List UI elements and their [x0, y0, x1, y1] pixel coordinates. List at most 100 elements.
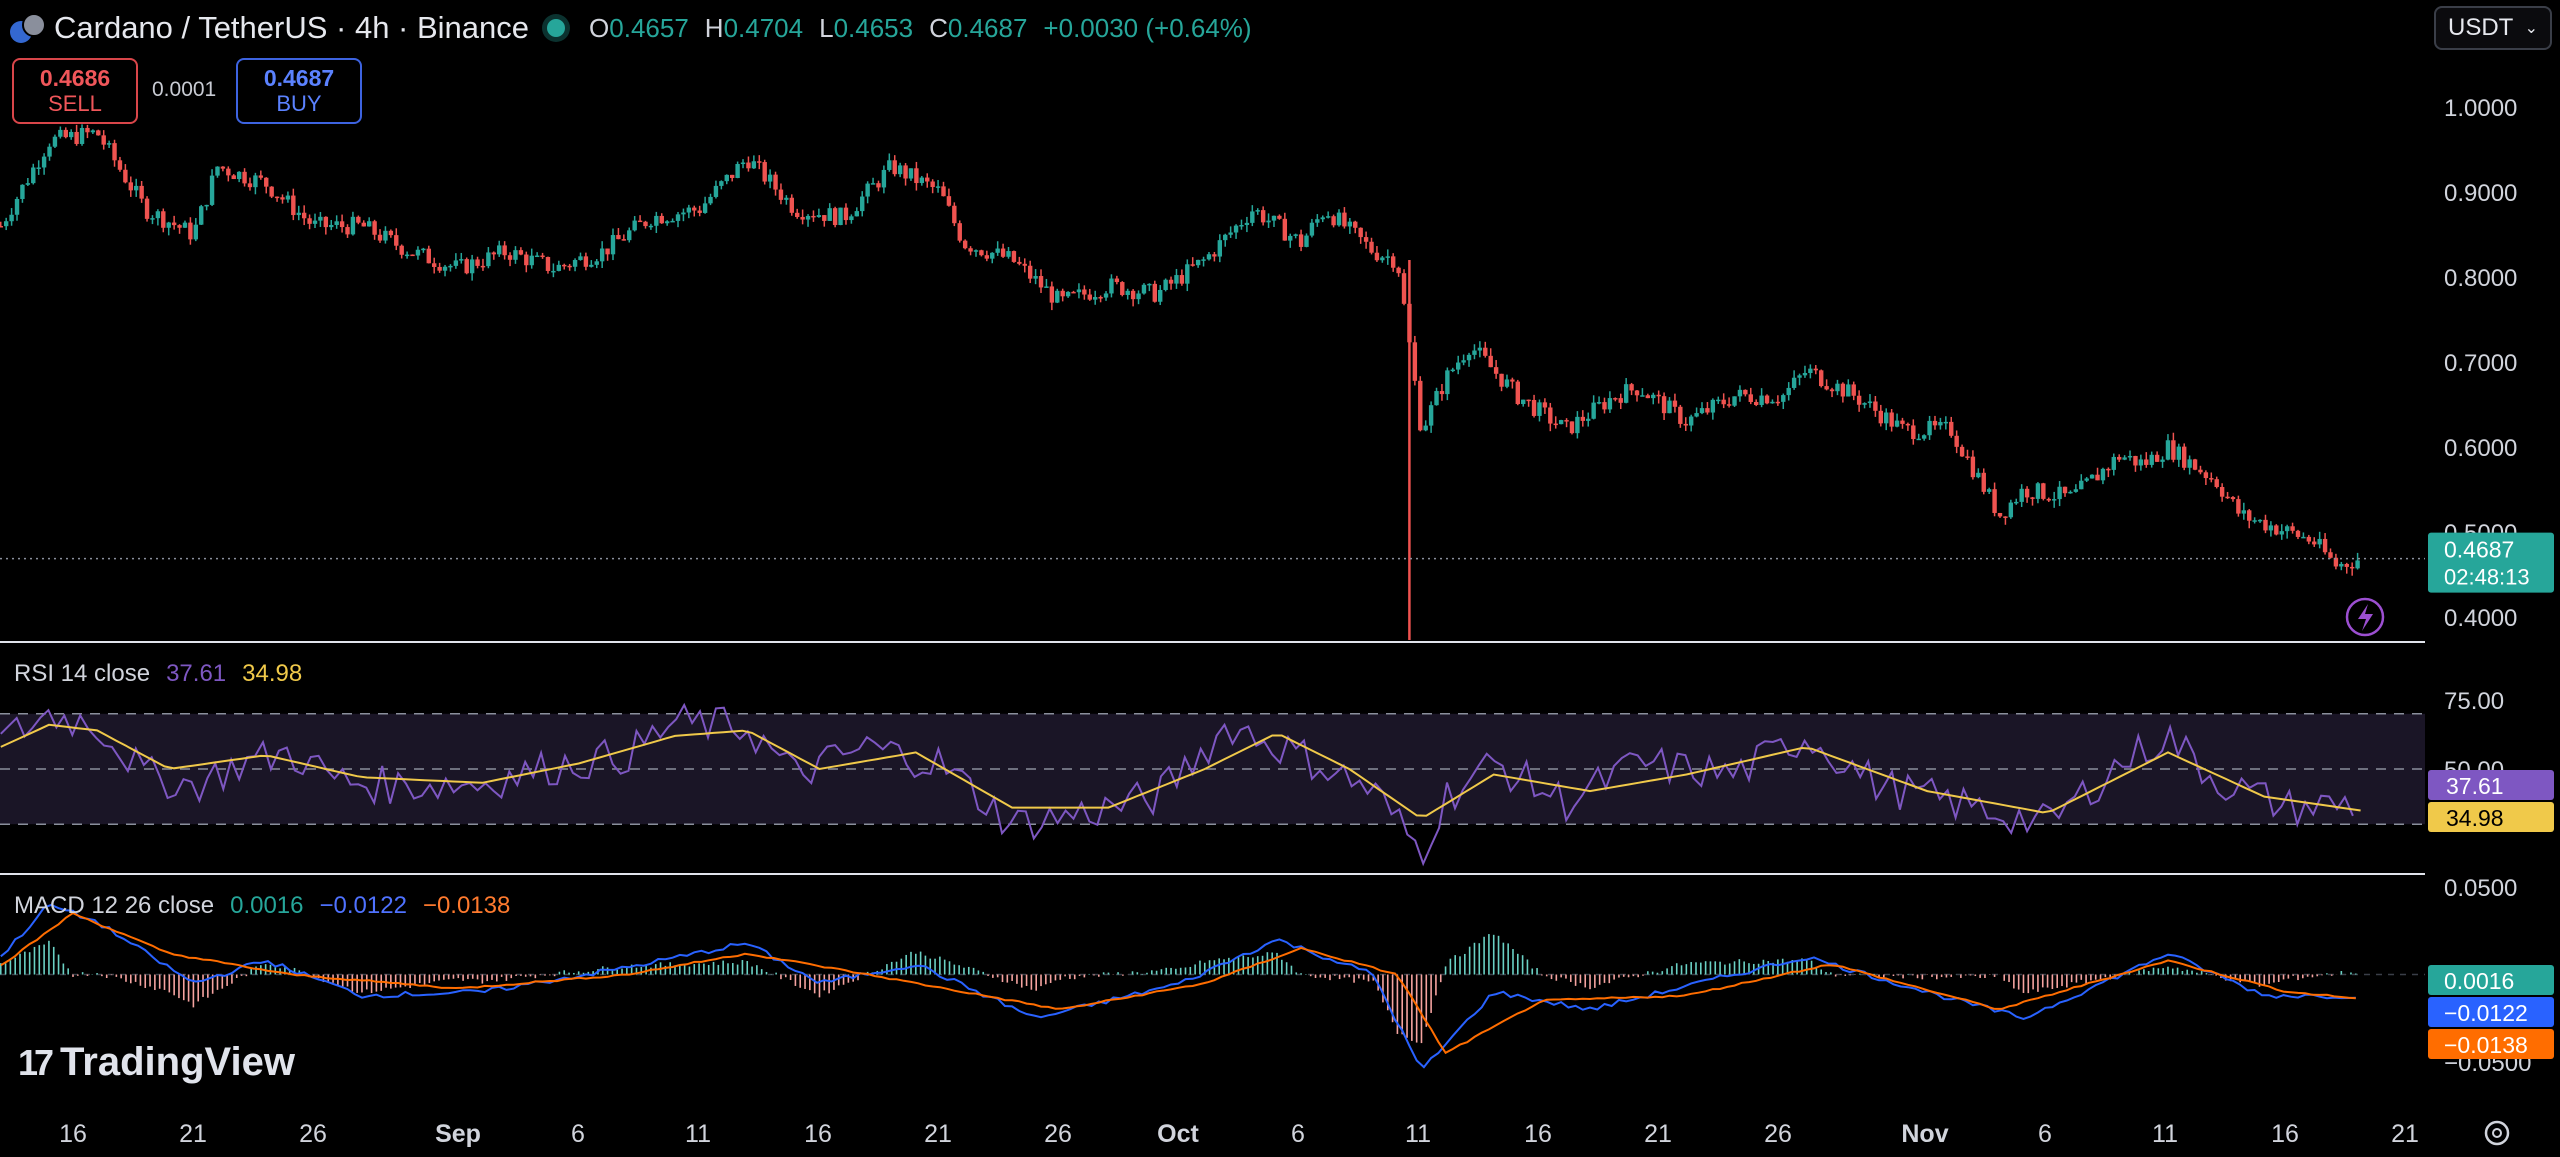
candle-body [1396, 267, 1401, 274]
candle-body [1223, 234, 1228, 241]
candle-body [2116, 456, 2122, 460]
candle-body [1900, 420, 1905, 424]
candle-body [1130, 290, 1136, 300]
candle-body [578, 256, 583, 260]
candle-body [1878, 410, 1884, 424]
candle-body [1829, 389, 1835, 392]
candle-body [2187, 459, 2192, 468]
candle-body [524, 254, 529, 266]
candle-body [1087, 294, 1092, 300]
price-tick-label: 0.6000 [2444, 435, 2517, 462]
candle-body [681, 212, 686, 215]
candle-body [372, 221, 377, 235]
candle-body [253, 175, 258, 188]
candle-body [1114, 278, 1120, 283]
candle-body [2274, 525, 2279, 535]
time-tick-label: Nov [1901, 1120, 1948, 1148]
candle-body [1152, 283, 1157, 302]
macd-value-tag [2428, 997, 2554, 1027]
candle-body [161, 211, 166, 228]
candle-body [1791, 377, 1797, 388]
candle-body [1856, 395, 1862, 405]
candle-body [220, 166, 226, 169]
candle-body [285, 195, 291, 200]
candle-body [329, 224, 334, 228]
symbol-title[interactable]: Cardano / TetherUS · 4h · Binance [54, 10, 530, 45]
candle-body [1737, 389, 1743, 397]
price-tick-label: 0.9000 [2444, 180, 2517, 207]
candle-body [1147, 283, 1152, 286]
candle-body [2014, 501, 2019, 504]
candle-body [1011, 251, 1017, 262]
candle-body [540, 255, 545, 258]
candle-body [1656, 394, 1661, 397]
candle-body [605, 248, 610, 255]
candle-body [2257, 519, 2263, 522]
candle-body [990, 252, 995, 259]
candle-body [979, 250, 984, 256]
candle-body [1260, 210, 1266, 223]
candle-body [1250, 211, 1255, 223]
time-tick-label: 26 [1764, 1120, 1792, 1148]
candle-body [2333, 557, 2339, 567]
candle-body [1185, 264, 1190, 284]
candle-body [1781, 395, 1786, 402]
candle-body [1456, 362, 1461, 370]
candle-body [800, 216, 805, 220]
time-tick-label: 6 [1291, 1120, 1305, 1148]
candle-body [968, 248, 973, 252]
candle-body [1027, 265, 1033, 279]
candle-body [2003, 516, 2008, 518]
candle-body [1195, 259, 1201, 266]
candle-body [697, 210, 702, 213]
candle-body [1808, 368, 1813, 374]
close-value: 0.4687 [947, 12, 1028, 43]
candle-body [1103, 293, 1109, 298]
candle-body [1244, 222, 1250, 225]
currency-select[interactable]: USDT ⌄ [2434, 6, 2552, 50]
candle-body [1813, 368, 1818, 371]
candle-body [1699, 408, 1705, 414]
time-tick-label: Oct [1157, 1120, 1199, 1148]
candle-body [1201, 259, 1206, 261]
candle-body [2106, 468, 2111, 471]
candle-body [1531, 399, 1537, 416]
candle-body [1347, 221, 1353, 227]
candle-body [2068, 491, 2073, 494]
chart-header: Cardano / TetherUS · 4h · Binance O0.465… [10, 8, 1252, 48]
candle-body [480, 265, 486, 268]
candle-body [410, 254, 415, 257]
candle-body [1775, 401, 1781, 404]
candle-body [1959, 446, 1965, 457]
rsi-ma-line [0, 723, 2361, 817]
candle-body [79, 127, 85, 144]
candle-body [85, 127, 90, 133]
time-tick-label: 21 [1644, 1120, 1672, 1148]
change-value: +0.0030 (+0.64%) [1043, 12, 1252, 43]
time-tick-label: 11 [1405, 1120, 1431, 1148]
tradingview-logo[interactable]: 17 TradingView [18, 1040, 295, 1085]
candle-body [925, 177, 930, 182]
candle-body [1954, 435, 1959, 447]
candle-body [1445, 370, 1450, 395]
candle-body [442, 266, 448, 271]
candle-body [1884, 412, 1889, 424]
candle-body [1705, 408, 1710, 413]
candle-body [2209, 478, 2214, 480]
candle-body [1163, 279, 1168, 290]
rsi-legend[interactable]: RSI 14 close 37.61 34.98 [14, 660, 302, 688]
candle-body [301, 212, 307, 219]
candle-body [112, 143, 117, 161]
buy-button[interactable]: 0.4687 BUY [236, 58, 362, 124]
candle-body [2019, 488, 2024, 502]
macd-legend[interactable]: MACD 12 26 close 0.0016 −0.0122 −0.0138 [14, 892, 510, 920]
candle-body [778, 189, 784, 200]
candle-body [1596, 402, 1602, 404]
candle-body [2165, 440, 2171, 460]
candle-body [1055, 290, 1060, 303]
candle-body [713, 185, 719, 197]
sell-button[interactable]: 0.4686 SELL [12, 58, 138, 124]
candle-body [404, 254, 410, 257]
candle-body [426, 248, 431, 264]
